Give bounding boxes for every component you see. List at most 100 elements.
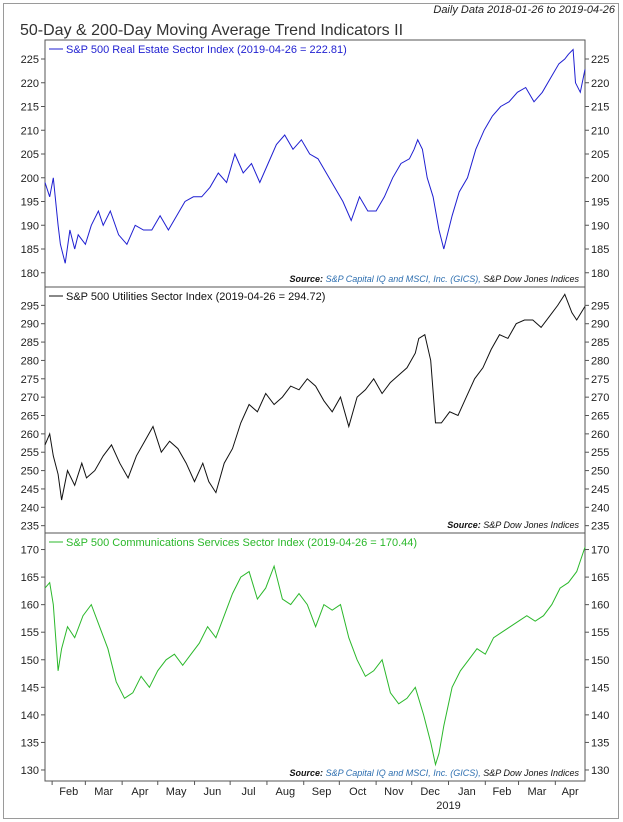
y-tick-label-right: 160 — [591, 600, 609, 612]
y-tick-label-right: 260 — [591, 429, 609, 441]
panel-border — [44, 532, 586, 782]
y-tick-label-right: 200 — [591, 173, 609, 185]
y-tick-label-left: 160 — [21, 600, 39, 612]
x-tick-label: May — [166, 786, 187, 798]
y-tick-label-right: 130 — [591, 765, 609, 777]
y-tick-label-left: 295 — [21, 300, 39, 312]
y-tick-label-right: 170 — [591, 545, 609, 557]
y-tick-label-left: 285 — [21, 337, 39, 349]
y-tick-label-right: 210 — [591, 125, 609, 137]
x-tick-label: Sep — [312, 786, 332, 798]
y-tick-label-left: 165 — [21, 572, 39, 584]
y-tick-label-right: 290 — [591, 319, 609, 331]
panel-real-estate: 180 180 185 185 190 190 195 195 200 200 205 205 210 2… — [21, 39, 609, 288]
x-tick-label: Apr — [562, 786, 579, 798]
x-tick-label: Feb — [59, 786, 78, 798]
y-tick-label-left: 190 — [21, 220, 39, 232]
y-tick-label-left: 140 — [21, 710, 39, 722]
y-tick-label-right: 140 — [591, 710, 609, 722]
y-tick-label-left: 260 — [21, 429, 39, 441]
y-tick-label-left: 210 — [21, 125, 39, 137]
x-tick-label: Mar — [94, 786, 113, 798]
y-tick-label-left: 220 — [21, 78, 39, 90]
y-tick-label-left: 130 — [21, 765, 39, 777]
y-tick-label-right: 190 — [591, 220, 609, 232]
x-tick-label: Jun — [203, 786, 221, 798]
panel-border — [44, 39, 586, 288]
y-tick-label-left: 170 — [21, 545, 39, 557]
y-tick-label-right: 155 — [591, 627, 609, 639]
y-tick-label-right: 205 — [591, 149, 609, 161]
series-line — [44, 546, 586, 767]
x-tick-label: Jul — [242, 786, 256, 798]
y-tick-label-right: 245 — [591, 484, 609, 496]
y-tick-label-right: 270 — [591, 392, 609, 404]
y-tick-label-left: 185 — [21, 244, 39, 256]
y-tick-label-left: 275 — [21, 374, 39, 386]
y-tick-label-left: 145 — [21, 682, 39, 694]
y-tick-label-right: 195 — [591, 197, 609, 209]
y-tick-label-right: 215 — [591, 102, 609, 114]
y-tick-label-left: 150 — [21, 655, 39, 667]
x-tick-label: Nov — [384, 786, 404, 798]
x-tick-label: Mar — [527, 786, 546, 798]
y-tick-label-left: 255 — [21, 447, 39, 459]
x-tick-label: Feb — [492, 786, 511, 798]
y-tick-label-right: 255 — [591, 447, 609, 459]
y-tick-label-left: 155 — [21, 627, 39, 639]
y-tick-label-left: 195 — [21, 197, 39, 209]
y-tick-label-right: 135 — [591, 737, 609, 749]
legend-label: S&P 500 Communications Services Sector I… — [66, 537, 417, 549]
y-tick-label-left: 235 — [21, 521, 39, 533]
x-tick-label: Dec — [420, 786, 440, 798]
y-tick-label-right: 225 — [591, 54, 609, 66]
x-tick-label: Apr — [131, 786, 148, 798]
y-tick-label-left: 290 — [21, 319, 39, 331]
y-tick-label-left: 270 — [21, 392, 39, 404]
series-line — [44, 48, 586, 264]
y-tick-label-right: 250 — [591, 466, 609, 478]
x-tick-label: Oct — [349, 786, 366, 798]
y-tick-label-left: 135 — [21, 737, 39, 749]
y-tick-label-left: 205 — [21, 149, 39, 161]
date-range-label: Daily Data 2018-01-26 to 2019-04-26 — [433, 4, 615, 16]
x-axis: Feb Mar Apr May Jun Jul Aug Sep Oct Nov Dec Jan Feb M… — [51, 781, 579, 812]
legend-label: S&P 500 Real Estate Sector Index (2019-0… — [66, 44, 347, 56]
y-tick-label-left: 245 — [21, 484, 39, 496]
legend-label: S&P 500 Utilities Sector Index (2019-04-… — [66, 291, 325, 303]
page-title: 50-Day & 200-Day Moving Average Trend In… — [20, 22, 404, 39]
source-note: Source: S&P Capital IQ and MSCI, Inc. (G… — [290, 274, 580, 284]
y-tick-label-right: 220 — [591, 78, 609, 90]
y-tick-label-left: 200 — [21, 173, 39, 185]
source-note: Source: S&P Capital IQ and MSCI, Inc. (G… — [290, 768, 580, 778]
y-tick-label-right: 265 — [591, 411, 609, 423]
series-line — [44, 293, 586, 501]
y-tick-label-right: 180 — [591, 268, 609, 280]
chart-frame — [3, 3, 619, 819]
y-tick-label-right: 240 — [591, 502, 609, 514]
year-label: 2019 — [436, 800, 460, 812]
y-tick-label-left: 250 — [21, 466, 39, 478]
panel-utilities: 235 235 240 240 245 245 250 250 255 255 260 260 265 2… — [21, 286, 609, 534]
y-tick-label-right: 145 — [591, 682, 609, 694]
y-tick-label-left: 225 — [21, 54, 39, 66]
y-tick-label-left: 180 — [21, 268, 39, 280]
y-tick-label-left: 215 — [21, 102, 39, 114]
y-tick-label-right: 295 — [591, 300, 609, 312]
y-tick-label-left: 280 — [21, 355, 39, 367]
panel-border — [44, 286, 586, 534]
x-tick-label: Aug — [276, 786, 296, 798]
x-tick-label: Jan — [458, 786, 476, 798]
y-tick-label-right: 275 — [591, 374, 609, 386]
y-tick-label-left: 240 — [21, 502, 39, 514]
y-tick-label-left: 265 — [21, 411, 39, 423]
source-note: Source: S&P Dow Jones Indices — [447, 520, 579, 530]
y-tick-label-right: 150 — [591, 655, 609, 667]
y-tick-label-right: 285 — [591, 337, 609, 349]
y-tick-label-right: 185 — [591, 244, 609, 256]
y-tick-label-right: 165 — [591, 572, 609, 584]
y-tick-label-right: 280 — [591, 355, 609, 367]
panel-communications: 130 130 135 135 140 140 145 145 150 150 155 155 160 1… — [21, 532, 609, 782]
y-tick-label-right: 235 — [591, 521, 609, 533]
